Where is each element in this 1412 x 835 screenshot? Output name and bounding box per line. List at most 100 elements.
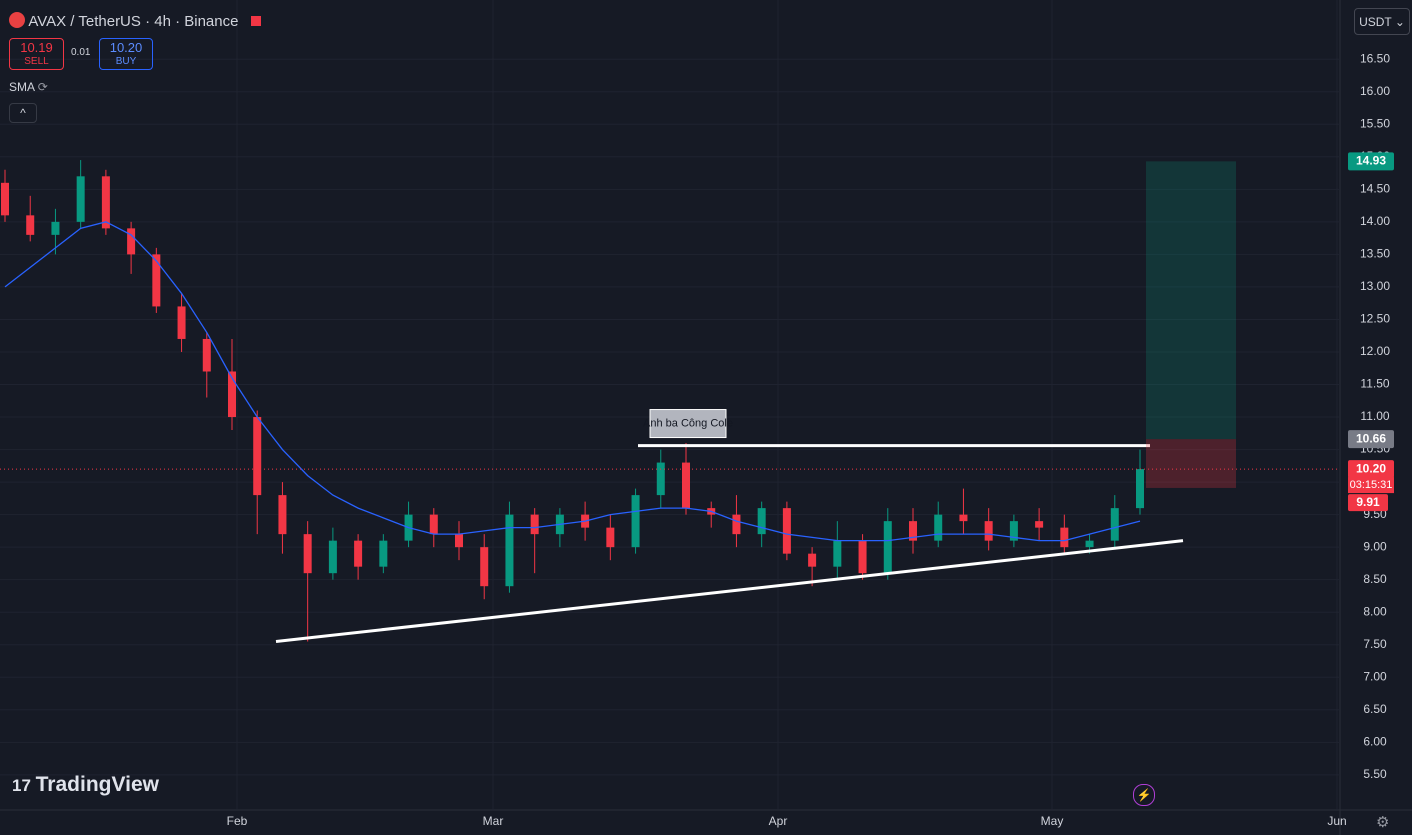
y-tick-label: 7.00	[1363, 669, 1387, 683]
candle-body	[1, 182, 9, 216]
alert-icon[interactable]: ⚡	[1133, 784, 1155, 806]
x-tick-label: Mar	[483, 814, 504, 828]
y-tick-label: 6.00	[1363, 735, 1387, 749]
candle-body	[883, 521, 892, 574]
target-label: 14.93	[1356, 154, 1386, 168]
sell-label: SELL	[24, 56, 49, 67]
candle-body	[505, 514, 514, 587]
candle-body	[757, 508, 766, 535]
currency-select[interactable]: USDT ⌄	[1354, 8, 1410, 35]
candle-body	[1136, 469, 1144, 509]
candle-body	[631, 495, 640, 548]
candle-body	[455, 534, 463, 548]
x-tick-label: Apr	[769, 814, 788, 828]
candle-body	[984, 521, 993, 541]
candle-body	[1035, 521, 1044, 528]
x-tick-label: May	[1041, 814, 1064, 828]
last-price-tag	[1348, 460, 1394, 479]
candle-body	[833, 540, 842, 567]
y-tick-label: 5.50	[1363, 767, 1387, 781]
price-axis-bg	[1340, 0, 1412, 835]
last-price-label: 10.20	[1356, 461, 1386, 475]
y-tick-label: 14.50	[1360, 181, 1390, 195]
candle-body	[202, 338, 211, 372]
y-tick-label: 11.50	[1360, 377, 1389, 391]
trendline	[275, 539, 1184, 643]
buy-price: 10.20	[109, 40, 143, 55]
annotation-text: Anh ba Công Cole	[643, 417, 733, 429]
y-tick-label: 15.50	[1360, 116, 1390, 130]
currency: USDT	[1359, 15, 1392, 29]
y-tick-label: 8.00	[1363, 604, 1387, 618]
y-tick-label: 11.00	[1360, 409, 1389, 423]
candle-body	[354, 540, 363, 567]
candle-body	[429, 514, 438, 535]
candle-body	[656, 462, 665, 496]
y-tick-label: 8.50	[1363, 572, 1387, 586]
settings-icon[interactable]: ⚙	[1376, 814, 1390, 831]
y-tick-label: 13.00	[1360, 279, 1390, 293]
candle-body	[808, 553, 817, 567]
countdown: 03:15:31	[1350, 479, 1393, 491]
candle-body	[101, 176, 110, 229]
brand-name: TradingView	[35, 773, 159, 796]
symbol-row: AVAX / TetherUS · 4h · Binance	[9, 12, 261, 30]
x-tick-label: Jun	[1327, 814, 1346, 828]
candle-body	[303, 534, 312, 574]
y-tick-label: 9.00	[1363, 539, 1387, 553]
sell-price: 10.19	[20, 40, 53, 55]
candle-body	[1085, 540, 1094, 548]
indicator-icon: ⟳	[37, 80, 48, 94]
candle-body	[152, 254, 161, 307]
y-tick-label: 16.00	[1360, 84, 1390, 98]
y-tick-label: 6.50	[1363, 702, 1387, 716]
stop-tag	[1348, 494, 1388, 512]
sell-button[interactable]: 10.19 SELL	[9, 38, 64, 70]
loss-zone	[1146, 439, 1236, 488]
sma-line	[4, 221, 1141, 542]
symbol[interactable]: AVAX / TetherUS · 4h · Binance	[28, 13, 239, 30]
candle-body	[480, 547, 489, 587]
x-tick-label: Feb	[227, 814, 248, 828]
profit-zone	[1146, 161, 1236, 440]
candle-body	[934, 514, 943, 541]
candle-body	[606, 527, 615, 548]
buy-button[interactable]: 10.20 BUY	[99, 38, 153, 70]
annotation-box	[649, 409, 727, 439]
candle-body	[732, 514, 741, 535]
candle-body	[278, 495, 287, 535]
brand: 17 TradingView	[12, 773, 159, 796]
candle-body	[682, 462, 690, 509]
collapse-button[interactable]: ^	[9, 103, 37, 123]
coin-icon	[9, 12, 25, 28]
candle-body	[1009, 521, 1018, 541]
candle-body	[1110, 508, 1119, 541]
candle-body	[51, 221, 60, 235]
candle-body	[328, 540, 337, 574]
stop-label: 9.91	[1356, 495, 1380, 509]
y-tick-label: 12.50	[1360, 312, 1390, 326]
candle-body	[1060, 527, 1069, 548]
candle-body	[782, 508, 791, 554]
flag[interactable]	[250, 16, 261, 26]
entry-label: 10.66	[1356, 431, 1386, 445]
countdown-bg	[1348, 477, 1394, 494]
indicator-name: SMA	[9, 80, 35, 94]
candle-body	[858, 540, 867, 574]
entry-tag	[1348, 430, 1394, 449]
y-tick-label: 7.50	[1363, 637, 1387, 651]
candle-body	[76, 176, 85, 222]
candle-body	[177, 306, 186, 339]
indicator[interactable]: SMA ⟳	[9, 80, 48, 94]
y-tick-label: 14.00	[1360, 214, 1390, 228]
y-tick-label: 13.50	[1360, 247, 1390, 261]
target-tag	[1348, 152, 1394, 171]
candle-body	[253, 417, 262, 496]
candle-body	[26, 215, 35, 235]
y-tick-label: 12.00	[1360, 344, 1390, 358]
candle-body	[379, 540, 388, 567]
candle-body	[530, 514, 539, 535]
buy-label: BUY	[115, 56, 137, 67]
